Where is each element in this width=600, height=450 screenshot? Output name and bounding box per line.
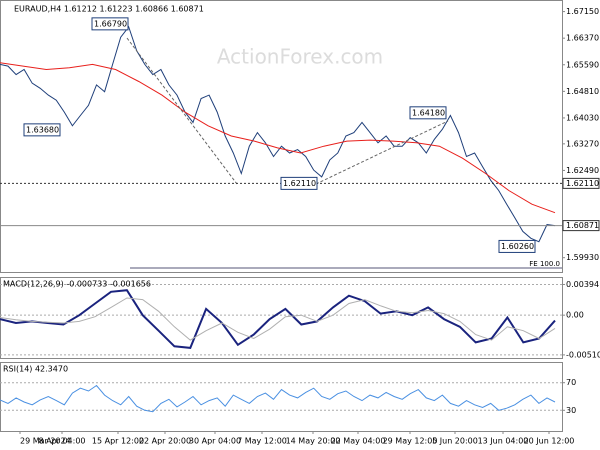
x-tick-label: 22 May 04:00 — [331, 437, 386, 446]
series-line — [0, 289, 556, 349]
level-box — [562, 177, 600, 189]
panel-frame — [0, 0, 563, 273]
x-tick-label: 22 Apr 20:00 — [139, 437, 191, 446]
y-tick-label: 1.59930 — [566, 253, 599, 262]
chart-title: EURAUD,H4 1.61212 1.61223 1.60866 1.6087… — [14, 5, 204, 14]
price-annotation: 1.64180 — [412, 108, 445, 117]
series-line — [0, 384, 556, 413]
price-annotation: 1.63680 — [26, 125, 59, 134]
y-tick-label: 0.00 — [566, 311, 584, 320]
panel-title: RSI(14) 42.3470 — [3, 365, 68, 374]
x-tick-label: 14 May 20:00 — [286, 437, 341, 446]
level-label: 1.62110 — [566, 179, 599, 188]
y-tick-label: 30 — [566, 406, 576, 415]
series-line — [0, 62, 556, 214]
series-line — [0, 297, 556, 341]
y-tick-label: -0.005103 — [566, 350, 600, 359]
level-box — [562, 220, 600, 232]
series-line — [0, 25, 556, 243]
level-label: 1.60871 — [566, 221, 599, 230]
y-tick-label: 70 — [566, 378, 576, 387]
x-tick-label: 7 May 12:00 — [237, 437, 287, 446]
x-tick-label: 29 Mar 2024 — [20, 437, 71, 446]
x-tick-label: 29 May 12:00 — [383, 437, 438, 446]
y-tick-label: 1.62490 — [566, 166, 599, 175]
x-tick-label: 15 Apr 12:00 — [92, 437, 144, 446]
panel-frame — [0, 277, 563, 359]
price-annotation-box — [498, 239, 536, 253]
price-annotation-box — [23, 123, 61, 137]
price-annotation-box — [91, 17, 129, 31]
price-annotation: 1.60260 — [501, 242, 534, 251]
x-tick-label: 20 Jun 12:00 — [524, 437, 575, 446]
price-annotation-box — [280, 176, 318, 190]
y-tick-label: 1.64030 — [566, 113, 599, 122]
x-tick-label: 13 Jun 04:00 — [478, 437, 529, 446]
panel-title: MACD(12,26,9) -0.000733 -0.001656 — [3, 280, 151, 289]
price-annotation: 1.66790 — [94, 19, 127, 28]
y-tick-label: 1.66370 — [566, 34, 599, 43]
trend-line — [126, 37, 238, 185]
y-tick-label: 1.63270 — [566, 139, 599, 148]
y-tick-label: 1.65590 — [566, 60, 599, 69]
y-tick-label: 1.67150 — [566, 7, 599, 16]
watermark: ActionForex.com — [217, 45, 383, 69]
x-tick-label: 30 Apr 04:00 — [189, 437, 241, 446]
panel-frame — [0, 362, 563, 432]
price-annotation-box — [409, 106, 447, 120]
fe-label: FE 100.0 — [529, 260, 560, 268]
x-tick-label: 8 Apr 04:00 — [38, 437, 85, 446]
trend-line — [315, 120, 449, 185]
x-tick-label: 5 Jun 20:00 — [432, 437, 478, 446]
y-tick-label: 0.003941 — [566, 280, 600, 289]
y-tick-label: 1.64810 — [566, 87, 599, 96]
price-annotation: 1.62110 — [283, 179, 316, 188]
